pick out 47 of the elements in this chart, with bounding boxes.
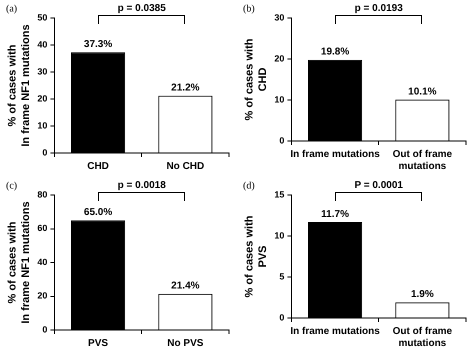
x-tick-label: CHD bbox=[87, 160, 109, 172]
y-tick-label: 20 bbox=[274, 53, 284, 64]
y-tick-label: 30 bbox=[37, 66, 48, 76]
data-label: 65.0% bbox=[84, 207, 112, 218]
y-tick-label: 20 bbox=[37, 93, 48, 104]
y-tick-label: 15 bbox=[274, 189, 284, 200]
y-tick-label: 10 bbox=[37, 120, 48, 130]
y-tick-label: 80 bbox=[37, 189, 48, 200]
x-tick-label: Out of frame mutations bbox=[392, 326, 453, 349]
y-axis-title: % of cases with PVS bbox=[244, 215, 269, 298]
x-tick-label: No PVS bbox=[167, 338, 204, 349]
x-tick-label: PVS bbox=[88, 338, 108, 349]
y-tick-label: 0 bbox=[42, 147, 48, 158]
data-label: 1.9% bbox=[410, 289, 434, 300]
y-tick-label: 10 bbox=[274, 230, 284, 240]
y-tick-label: 0 bbox=[279, 135, 284, 146]
y-tick-label: 40 bbox=[37, 256, 48, 267]
y-tick-label: 0 bbox=[42, 324, 48, 334]
x-tick-label: In frame mutations bbox=[290, 326, 380, 337]
chart-title: (d) bbox=[243, 180, 255, 192]
chart-title: (a) bbox=[6, 4, 18, 15]
text: P = 0.0001 bbox=[354, 180, 404, 191]
y-axis-title: % of cases with In frame NF1 mutations bbox=[6, 24, 32, 147]
y-tick-label: 5 bbox=[279, 271, 284, 282]
y-tick-label: 50 bbox=[37, 12, 48, 22]
y-axis-title: % of cases with CHD bbox=[244, 38, 269, 120]
data-label: 37.3% bbox=[84, 39, 112, 50]
text: p = 0.0018 bbox=[118, 180, 166, 191]
chart-title: (b) bbox=[243, 4, 255, 15]
y-tick-label: 20 bbox=[37, 290, 48, 301]
chart-title: (c) bbox=[6, 180, 18, 192]
y-tick-label: 10 bbox=[274, 94, 284, 104]
text: p = 0.0385 bbox=[118, 2, 166, 14]
data-label: 21.2% bbox=[171, 82, 200, 94]
y-tick-label: 40 bbox=[37, 39, 48, 50]
y-tick-label: 0 bbox=[279, 312, 284, 322]
x-tick-label: In frame mutations bbox=[290, 148, 380, 160]
y-tick-label: 30 bbox=[274, 12, 284, 22]
y-axis-title: % of cases with In frame NF1 mutations bbox=[6, 201, 32, 324]
data-label: 10.1% bbox=[408, 86, 437, 98]
data-label: 21.4% bbox=[171, 280, 200, 292]
x-tick-label: No CHD bbox=[166, 160, 204, 172]
data-label: 11.7% bbox=[321, 208, 350, 220]
x-tick-label: Out of frame mutations bbox=[392, 148, 453, 172]
data-label: 19.8% bbox=[320, 46, 350, 58]
text: p = 0.0193 bbox=[354, 2, 404, 14]
y-tick-label: 60 bbox=[37, 223, 48, 234]
